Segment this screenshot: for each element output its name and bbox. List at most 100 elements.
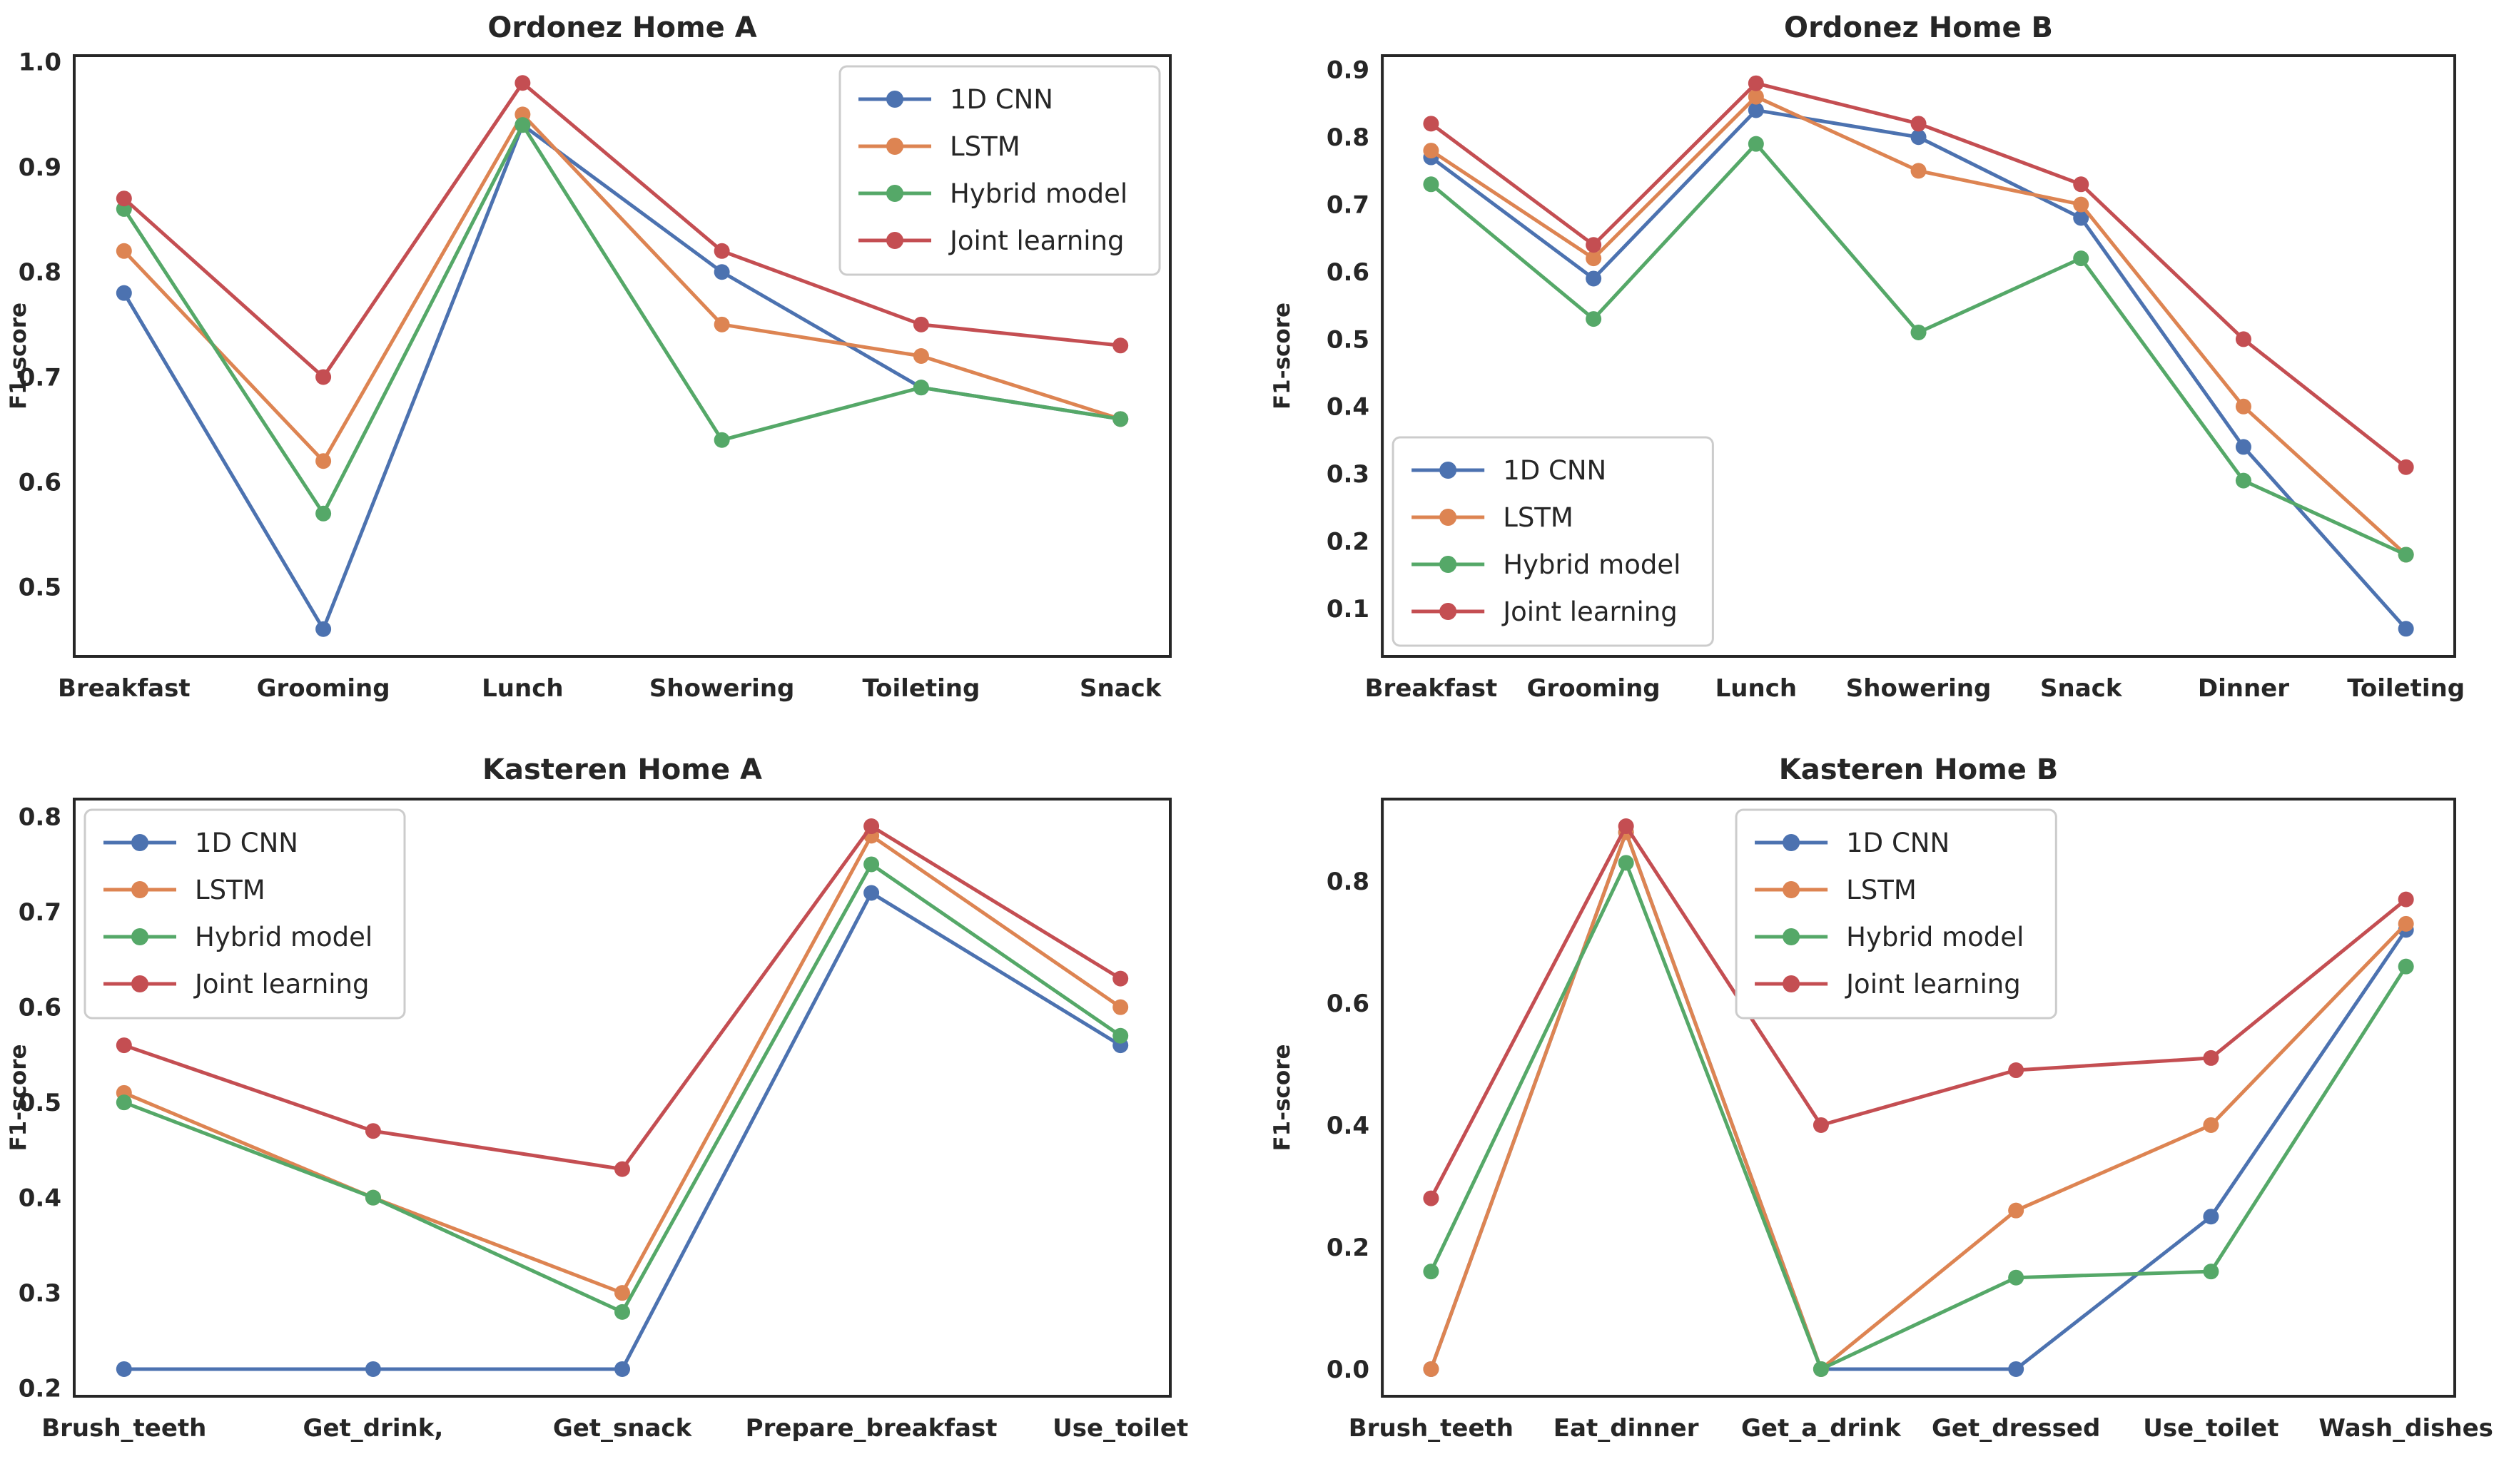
y-tick-label-0.4: 0.4 [1327,1112,1369,1140]
line-series-joint-learning [1429,824,2408,1201]
point-hybrid-model-lunch [514,117,531,133]
legend-marker-lstm [1439,509,1457,526]
point-1d-cnn-lunch [1748,102,1764,118]
point-joint-learning-get-snack [614,1161,630,1177]
point-joint-learning-showering [714,243,730,259]
chart-svg-kasteren-home-b: Kasteren Home B F1-score 0.0 0.2 0.4 0.6 0.8 Br… [1269,753,2493,1443]
point-joint-learning-grooming [1586,237,1602,253]
point-joint-learning-lunch [1748,75,1764,91]
y-tick-label-0.2: 0.2 [19,1375,61,1403]
legend-label-lstm: LSTM [1503,502,1573,533]
point-1d-cnn-showering [1910,129,1927,146]
point-lstm-use-toilet [2203,1117,2219,1133]
point-hybrid-model-eat-dinner [1618,855,1634,871]
y-tick-label-0.9: 0.9 [1327,56,1369,85]
legend-box [1392,436,1714,647]
legend-label-1d-cnn: 1D CNN [950,84,1053,115]
x-tick-label-use-toilet: Use_toilet [1053,1414,1188,1443]
point-hybrid-model-toileting [913,380,929,396]
point-joint-learning-breakfast [1423,116,1439,132]
point-hybrid-model-brush-teeth [1423,1264,1439,1280]
y-tick-label-0.7: 0.7 [1327,191,1369,220]
point-lstm-grooming [1586,250,1602,267]
legend-label-joint-learning: Joint learning [1501,596,1678,627]
point-1d-cnn-snack [2073,210,2089,226]
legend: 1D CNN LSTM Hybrid model Joint learning [1735,808,2057,1020]
point-lstm-showering [714,316,730,332]
chart-kasteren-home-a: Kasteren Home A F1-score 0.2 0.3 0.4 0.5 0.6 0.… [0,742,1247,1484]
point-lstm-get-dressed [2008,1202,2024,1219]
point-joint-learning-prepare-breakfast [863,818,880,835]
point-hybrid-model-lunch [1748,136,1764,152]
point-joint-learning-get-dressed [2008,1062,2024,1079]
x-tick-label-showering: Showering [649,674,795,703]
line-series-lstm [122,112,1122,463]
point-1d-cnn-breakfast [116,285,132,301]
point-hybrid-model-dinner [2235,472,2251,489]
x-tick-label-grooming: Grooming [257,674,390,703]
chart-ordonez-home-a: Ordonez Home A F1-score 0.5 0.6 0.7 0.8 0.9 1.0… [0,0,1247,742]
point-hybrid-model-brush-teeth [116,1094,132,1111]
point-lstm-snack [2073,196,2089,213]
legend-label-hybrid-model: Hybrid model [195,922,372,952]
legend-box [83,808,406,1020]
legend-label-hybrid-model: Hybrid model [950,178,1127,209]
y-tick-label-0.7: 0.7 [19,363,61,392]
y-tick-label-0.8: 0.8 [1327,868,1369,896]
legend-label-1d-cnn: 1D CNN [1503,455,1606,486]
point-hybrid-model-get-drink [365,1189,381,1206]
point-lstm-breakfast [1423,143,1439,159]
point-1d-cnn-get-snack [614,1361,630,1377]
legend-label-lstm: LSTM [950,131,1020,162]
point-lstm-lunch [1748,88,1764,105]
legend-marker-hybrid-model [1439,556,1457,573]
legend-marker-1d-cnn [1439,462,1457,479]
point-joint-learning-brush-teeth [116,1037,132,1054]
legend-marker-lstm [886,138,903,155]
point-hybrid-model-toileting [2398,547,2414,563]
y-tick-label-0.8: 0.8 [1327,123,1369,152]
point-hybrid-model-get-snack [614,1303,630,1320]
point-1d-cnn-brush-teeth [116,1361,132,1377]
legend-label-joint-learning: Joint learning [1845,969,2021,1000]
legend-marker-1d-cnn [886,91,903,108]
point-hybrid-model-snack [1112,411,1129,427]
y-tick-label-0.6: 0.6 [1327,990,1369,1018]
x-tick-label-snack: Snack [2040,674,2123,703]
point-lstm-grooming [315,453,332,469]
legend-marker-lstm [1783,881,1800,898]
point-1d-cnn-use-toilet [2203,1209,2219,1225]
y-tick-label-0.8: 0.8 [19,258,61,287]
legend-box [1735,808,2057,1020]
point-hybrid-model-get-a-drink [1813,1361,1829,1377]
y-tick-label-0.6: 0.6 [19,994,61,1022]
legend-marker-hybrid-model [131,928,148,945]
point-joint-learning-snack [1112,337,1129,354]
y-tick-label-0.5: 0.5 [1327,325,1369,354]
x-tick-label-use-toilet: Use_toilet [2143,1414,2278,1443]
y-tick-label-0.2: 0.2 [1327,527,1369,556]
chart-svg-kasteren-home-a: Kasteren Home A F1-score 0.2 0.3 0.4 0.5 0.6 0.… [6,753,1188,1443]
point-hybrid-model-showering [714,432,730,448]
chart-svg-ordonez-home-a: Ordonez Home A F1-score 0.5 0.6 0.7 0.8 0.9 1.0… [6,11,1172,703]
point-lstm-toileting [913,348,929,364]
point-1d-cnn-get-dressed [2008,1361,2024,1377]
point-joint-learning-dinner [2235,331,2251,347]
x-tick-label-lunch: Lunch [482,674,563,703]
legend-marker-1d-cnn [1783,834,1800,851]
point-joint-learning-toileting [2398,459,2414,475]
point-lstm-brush-teeth [1423,1361,1439,1377]
y-tick-label-0.0: 0.0 [1327,1356,1369,1384]
point-hybrid-model-showering [1910,324,1927,340]
axes-frame [73,54,1172,658]
point-lstm-breakfast [116,243,132,259]
y-tick-label-0.3: 0.3 [1327,460,1369,489]
point-lstm-showering [1910,163,1927,179]
line-series-lstm [1429,830,2408,1371]
chart-title: Kasteren Home A [482,753,762,786]
point-lstm-get-snack [614,1285,630,1301]
y-axis-label: F1-score [1269,303,1295,410]
legend-label-joint-learning: Joint learning [193,969,370,1000]
x-tick-label-get-dressed: Get_dressed [1932,1414,2100,1443]
